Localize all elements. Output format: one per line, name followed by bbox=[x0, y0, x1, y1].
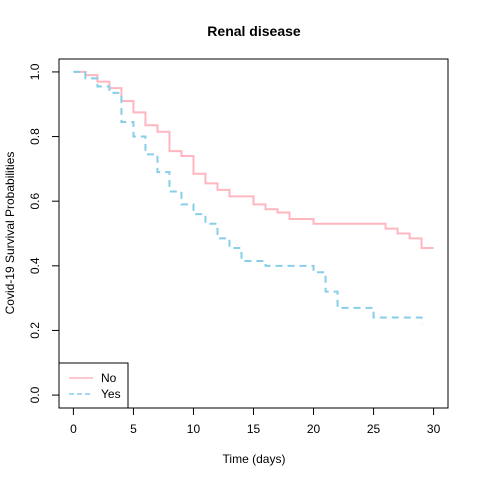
chart-title: Renal disease bbox=[207, 23, 301, 39]
x-tick-label: 15 bbox=[247, 422, 261, 436]
legend-box bbox=[58, 362, 129, 409]
y-tick-label: 0.2 bbox=[28, 322, 42, 339]
x-axis: 0 5 10 15 20 25 30 bbox=[70, 407, 441, 436]
series-line-yes bbox=[73, 70, 423, 324]
legend: No Yes bbox=[58, 362, 129, 409]
legend-label-yes: Yes bbox=[101, 387, 121, 401]
y-tick-label: 0.0 bbox=[28, 386, 42, 403]
y-axis-label: Covid-19 Survival Probabilities bbox=[3, 152, 17, 315]
x-tick-label: 5 bbox=[130, 422, 137, 436]
x-axis-label: Time (days) bbox=[223, 452, 286, 466]
series-lines bbox=[73, 70, 434, 324]
series-line-no bbox=[73, 70, 434, 250]
x-tick-label: 10 bbox=[187, 422, 201, 436]
plot-frame bbox=[58, 58, 449, 409]
y-tick-label: 1.0 bbox=[28, 63, 42, 80]
x-tick-label: 25 bbox=[367, 422, 381, 436]
x-tick-label: 0 bbox=[70, 422, 77, 436]
y-tick-label: 0.4 bbox=[28, 257, 42, 274]
y-tick-label: 0.6 bbox=[28, 193, 42, 210]
x-tick-label: 20 bbox=[307, 422, 321, 436]
y-tick-label: 0.8 bbox=[28, 128, 42, 145]
legend-label-no: No bbox=[101, 371, 117, 385]
y-axis: 0.0 0.2 0.4 0.6 0.8 1.0 bbox=[28, 63, 60, 403]
x-tick-label: 30 bbox=[427, 422, 441, 436]
